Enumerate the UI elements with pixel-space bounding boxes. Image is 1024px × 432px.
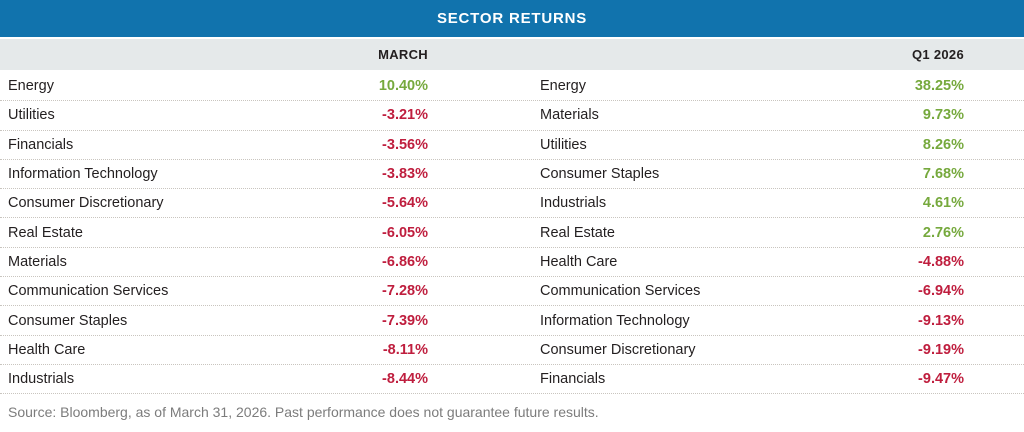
sector-return-value: 38.25% <box>914 78 964 95</box>
sector-return-value: -6.94% <box>918 283 964 300</box>
sector-return-value: -5.64% <box>382 195 428 212</box>
table-row: Utilities -3.21% Materials 9.73% <box>0 101 1024 131</box>
source-note: Source: Bloomberg, as of March 31, 2026.… <box>8 404 599 421</box>
sector-return-value: -9.19% <box>918 341 964 358</box>
sector-label: Industrials <box>8 371 75 388</box>
sector-label: Energy <box>8 78 54 95</box>
sector-return-value: -3.21% <box>382 107 428 124</box>
sector-return-value: -8.11% <box>382 341 428 358</box>
sector-return-value: -3.83% <box>382 166 428 183</box>
sector-return-value: 10.40% <box>378 78 428 95</box>
sector-label: Energy <box>540 78 586 95</box>
sector-label: Health Care <box>8 341 86 358</box>
sector-return-value: 7.68% <box>922 166 964 183</box>
sector-label: Health Care <box>540 253 618 270</box>
sector-label: Industrials <box>540 195 607 212</box>
sector-label: Communication Services <box>8 283 169 300</box>
sector-label: Utilities <box>540 136 587 153</box>
table-row: Materials -6.86% Health Care -4.88% <box>0 248 1024 278</box>
sector-return-value: 2.76% <box>922 224 964 241</box>
sector-label: Financials <box>8 136 74 153</box>
table-row: Financials -3.56% Utilities 8.26% <box>0 131 1024 160</box>
table-row: Consumer Discretionary -5.64% Industrial… <box>0 189 1024 219</box>
sector-label: Materials <box>8 253 67 270</box>
sector-label: Consumer Staples <box>8 312 128 329</box>
sector-return-value: -7.28% <box>382 283 428 300</box>
sector-return-value: -9.13% <box>918 312 964 329</box>
sector-label: Consumer Discretionary <box>540 341 696 358</box>
table-row: Consumer Staples -7.39% Information Tech… <box>0 306 1024 336</box>
sector-label: Materials <box>540 107 599 124</box>
sector-return-value: -6.86% <box>382 253 428 270</box>
table-row: Health Care -8.11% Consumer Discretionar… <box>0 336 1024 365</box>
page-title: SECTOR RETURNS <box>436 10 588 27</box>
sector-return-value: -8.44% <box>382 371 428 388</box>
table-row: Information Technology -3.83% Consumer S… <box>0 160 1024 190</box>
sector-label: Communication Services <box>540 283 701 300</box>
sector-return-value: 8.26% <box>922 136 964 153</box>
sector-label: Information Technology <box>540 312 690 329</box>
sector-label: Information Technology <box>8 166 158 183</box>
sector-label: Real Estate <box>8 224 83 241</box>
sector-return-value: -4.88% <box>918 253 964 270</box>
sector-label: Utilities <box>8 107 55 124</box>
sector-label: Consumer Staples <box>540 166 660 183</box>
sector-label: Real Estate <box>540 224 615 241</box>
sector-return-value: -6.05% <box>382 224 428 241</box>
sector-return-value: -9.47% <box>918 371 964 388</box>
sector-return-value: 4.61% <box>922 195 964 212</box>
table-body: Energy 10.40% Energy 38.25% Utilities -3… <box>0 72 1024 395</box>
sector-return-value: -7.39% <box>382 312 428 329</box>
sector-return-value: 9.73% <box>922 107 964 124</box>
column-headers: MARCH Q1 2026 <box>0 39 1024 70</box>
table-row: Energy 10.40% Energy 38.25% <box>0 72 1024 102</box>
column-header-q1-2026: Q1 2026 <box>912 47 964 62</box>
table-row: Industrials -8.44% Financials -9.47% <box>0 365 1024 395</box>
sector-label: Consumer Discretionary <box>8 195 164 212</box>
column-header-march: MARCH <box>378 47 428 62</box>
sector-return-value: -3.56% <box>382 136 428 153</box>
table-title-bar: SECTOR RETURNS <box>0 0 1024 37</box>
sector-label: Financials <box>540 371 606 388</box>
table-row: Communication Services -7.28% Communicat… <box>0 277 1024 307</box>
table-row: Real Estate -6.05% Real Estate 2.76% <box>0 218 1024 248</box>
